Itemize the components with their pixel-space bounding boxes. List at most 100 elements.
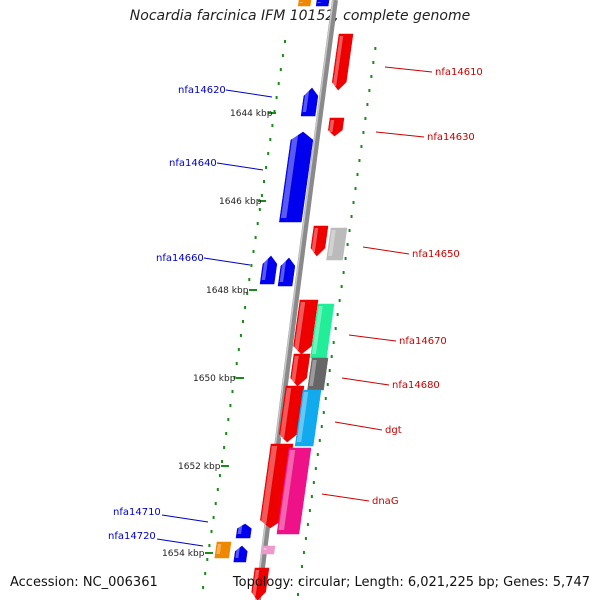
gene-feature (251, 567, 270, 600)
leader-line (348, 334, 397, 342)
track-dot (346, 243, 349, 246)
track-dot (332, 341, 335, 344)
gene-feature (293, 299, 319, 355)
track-dot (221, 460, 223, 463)
gene-feature (326, 227, 348, 261)
track-dot (271, 124, 274, 127)
track-dot (358, 159, 361, 162)
track-dot (350, 215, 353, 218)
gene-label-nfa14650: nfa14650 (412, 249, 460, 260)
track-dot (248, 278, 251, 281)
track-dot (356, 173, 359, 176)
track-dot (208, 544, 211, 547)
gene-label-nfa14630: nfa14630 (427, 132, 475, 143)
track-dot (237, 348, 240, 351)
tick-label: 1650 kbp (193, 374, 236, 384)
gene-feature (279, 131, 314, 223)
track-dot (304, 537, 307, 540)
track-dot (322, 411, 325, 414)
track-dot (235, 362, 238, 365)
leader-line (334, 421, 383, 431)
track-dot (267, 152, 270, 155)
dotted-track-left (202, 40, 286, 589)
track-dot (229, 404, 232, 407)
gene-feature (328, 117, 345, 137)
track-dot (372, 61, 375, 64)
track-dot (239, 334, 242, 337)
track-dot (316, 453, 319, 456)
track-dot (326, 383, 329, 386)
accession-text: Accession: NC_006361 (10, 575, 158, 590)
tick-layer: 1644 kbp 1646 kbp 1648 kbp 1650 kbp 1652 kbp… (162, 109, 276, 559)
track-dot (214, 502, 217, 505)
track-dot (279, 68, 282, 71)
track-dot (269, 138, 272, 141)
leader-line (375, 131, 425, 138)
track-dot (360, 145, 363, 148)
gene-feature (294, 389, 322, 447)
track-dot (324, 397, 327, 400)
track-dot (362, 131, 365, 134)
gene-label-nfa14620: nfa14620 (178, 85, 226, 96)
track-dot (300, 565, 303, 568)
track-dot (364, 117, 367, 120)
tick-label: 1648 kbp (206, 286, 249, 296)
tick-label: 1644 kbp (230, 109, 273, 119)
gene-feature (315, 0, 330, 7)
track-dot (252, 250, 255, 253)
track-dot (233, 376, 236, 379)
track-dot (368, 89, 371, 92)
track-dot (298, 579, 301, 582)
track-dot (366, 103, 369, 106)
track-dot (302, 551, 305, 554)
track-dot (263, 180, 265, 183)
gene-label-nfa14720: nfa14720 (108, 531, 156, 542)
track-dot (318, 439, 321, 442)
gene-label-nfa14710: nfa14710 (113, 507, 161, 518)
track-dot (218, 474, 221, 477)
track-dot (258, 208, 261, 211)
gene-feature (276, 447, 312, 535)
gene-feature (300, 87, 319, 117)
track-dot (256, 222, 259, 225)
track-dot (231, 390, 234, 393)
track-dot (314, 467, 317, 470)
track-dot (374, 47, 377, 50)
track-dot (306, 523, 309, 526)
gene-feature (331, 33, 354, 91)
gene-label-nfa14610: nfa14610 (435, 67, 483, 78)
track-dot (342, 271, 345, 274)
track-dot (310, 495, 313, 498)
track-dot (223, 446, 226, 449)
leader-line (384, 66, 433, 73)
track-dot (330, 355, 333, 358)
leader-line (225, 89, 273, 98)
gene-feature (310, 225, 329, 257)
track-dot (281, 54, 284, 57)
track-dot (284, 40, 286, 43)
track-dot (204, 572, 207, 575)
leader-line (161, 514, 209, 523)
track-dot (260, 194, 263, 197)
track-dot (370, 75, 373, 78)
label-layer: nfa14610 nfa14620 nfa14630 nfa14640 nfa14650… (108, 66, 483, 547)
gene-feature (290, 353, 311, 387)
track-dot (354, 187, 357, 190)
dotted-track-right (296, 47, 377, 596)
track-dot (250, 264, 253, 267)
leader-line (321, 493, 370, 502)
track-dot (312, 481, 315, 484)
gene-feature (214, 541, 232, 559)
tick-label: 1654 kbp (162, 549, 205, 559)
gene-feature (233, 545, 248, 563)
tick-label: 1646 kbp (219, 197, 262, 207)
track-dot (244, 306, 247, 309)
gene-feature (277, 257, 296, 287)
track-dot (242, 320, 244, 323)
leader-line (156, 538, 204, 547)
topology-text: Topology: circular; Length: 6,021,225 bp… (232, 575, 590, 590)
track-dot (320, 425, 323, 428)
tick-label: 1652 kbp (178, 462, 221, 472)
track-dot (338, 299, 341, 302)
